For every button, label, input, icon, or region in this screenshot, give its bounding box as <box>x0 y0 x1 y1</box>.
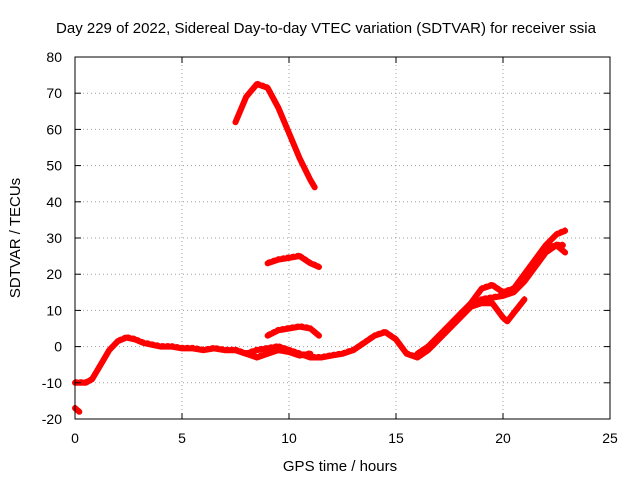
y-tick-label: 50 <box>46 158 62 174</box>
series-track-g-markers <box>416 227 567 353</box>
y-axis-title: SDTVAR / TECUs <box>7 178 24 298</box>
series-track-i-markers <box>544 241 567 251</box>
y-tick-label: 30 <box>46 230 62 246</box>
grid <box>75 57 610 419</box>
x-tick-label: 20 <box>495 430 511 446</box>
y-tick-label: -20 <box>42 411 62 427</box>
series-track-f-markers <box>234 346 312 356</box>
y-tick-label: 20 <box>46 266 62 282</box>
series-track-e <box>264 323 322 339</box>
series-track-h-markers <box>459 296 526 320</box>
series-track-i <box>542 242 569 256</box>
y-tick-label: 70 <box>46 85 62 101</box>
x-tick-label: 5 <box>178 430 186 446</box>
series-track-b <box>72 242 566 386</box>
y-tick-label: 10 <box>46 302 62 318</box>
series-track-g <box>414 227 569 357</box>
y-tick-label: 0 <box>54 339 62 355</box>
series-track-d-markers <box>266 252 320 266</box>
series-track-c-markers <box>234 80 316 186</box>
x-tick-label: 15 <box>388 430 404 446</box>
series-track-d <box>264 253 322 270</box>
y-tick-label: 80 <box>46 49 62 65</box>
series-track-a <box>72 405 83 415</box>
x-tick-label: 25 <box>602 430 618 446</box>
series-layer <box>72 80 569 415</box>
series-track-e-markers <box>266 323 320 335</box>
y-tick-label: 60 <box>46 121 62 137</box>
series-track-a-markers <box>74 404 81 411</box>
x-tick-label: 10 <box>281 430 297 446</box>
chart-title: Day 229 of 2022, Sidereal Day-to-day VTE… <box>56 20 597 37</box>
ticks: 0 5 10 15 20 25 -20 -10 0 10 20 30 40 50 60 70 80 <box>42 49 618 446</box>
x-axis-title: GPS time / hours <box>283 458 397 475</box>
x-tick-label: 0 <box>71 430 79 446</box>
series-track-h <box>457 296 528 325</box>
y-tick-label: -10 <box>42 375 62 391</box>
series-track-f <box>232 347 314 361</box>
y-tick-label: 40 <box>46 194 62 210</box>
